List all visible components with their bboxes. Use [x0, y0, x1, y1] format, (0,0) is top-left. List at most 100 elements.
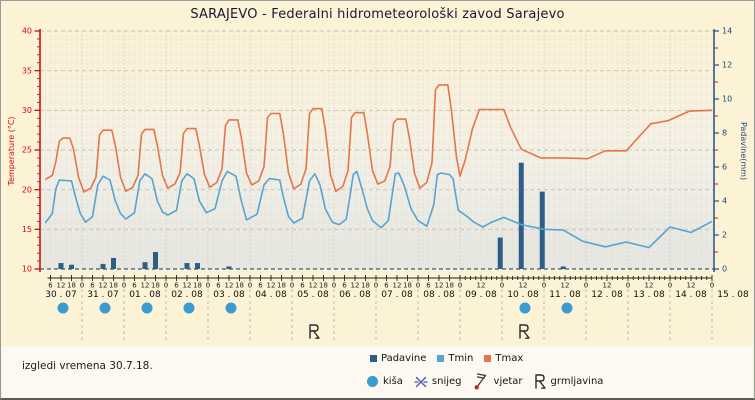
rain-icon: [367, 376, 378, 387]
svg-text:14 . 08: 14 . 08: [675, 290, 707, 300]
legend-label: vjetar: [493, 376, 523, 387]
svg-text:25: 25: [22, 146, 32, 155]
legend-item-tmax: Tmax: [484, 353, 523, 364]
legend-footer-area: izgledi vremena 30.7.18. Padavine Tmin T…: [2, 346, 753, 398]
svg-text:31 . 07: 31 . 07: [87, 290, 119, 300]
svg-text:12: 12: [99, 282, 108, 290]
precip-bars: [58, 162, 566, 269]
svg-text:6: 6: [722, 163, 727, 172]
svg-text:6: 6: [258, 282, 263, 290]
series-legend: Padavine Tmin Tmax: [370, 353, 523, 364]
svg-text:06 . 08: 06 . 08: [339, 290, 371, 300]
temperature-axis: 10 15 20 25 30 35 40 Temperature (°C): [7, 27, 41, 274]
svg-text:6: 6: [342, 282, 347, 290]
svg-text:13 . 08: 13 . 08: [633, 290, 665, 300]
svg-text:14: 14: [722, 27, 732, 36]
tmax-swatch: [484, 355, 492, 362]
svg-text:18: 18: [109, 282, 118, 290]
svg-text:15 . 08: 15 . 08: [717, 290, 749, 300]
footer-note: izgledi vremena 30.7.18.: [22, 360, 153, 372]
svg-text:09 . 08: 09 . 08: [465, 290, 497, 300]
svg-text:12: 12: [687, 282, 696, 290]
legend-item-kisa: kiša: [366, 375, 403, 388]
page-title: SARAJEVO - Federalni hidrometeorološki z…: [190, 7, 565, 22]
svg-text:12: 12: [477, 282, 486, 290]
thunder-icons: [309, 324, 530, 339]
svg-text:6: 6: [384, 282, 389, 290]
svg-text:12: 12: [57, 282, 66, 290]
wind-icon: [474, 373, 486, 390]
legend-item-snijeg: snijeg: [414, 375, 462, 389]
svg-text:12: 12: [722, 61, 732, 70]
padavine-swatch: [370, 355, 377, 362]
svg-text:11 . 08: 11 . 08: [549, 290, 581, 300]
svg-text:08 . 08: 08 . 08: [423, 290, 455, 300]
svg-text:6: 6: [426, 282, 431, 290]
svg-text:12: 12: [351, 282, 360, 290]
legend-item-vjetar: vjetar: [473, 373, 523, 390]
tmin-swatch: [437, 355, 445, 362]
svg-text:40: 40: [22, 27, 32, 36]
svg-text:12: 12: [141, 282, 150, 290]
svg-text:18: 18: [151, 282, 160, 290]
svg-text:12: 12: [183, 282, 192, 290]
legend-item-padavine: Padavine: [370, 353, 426, 364]
svg-text:18: 18: [277, 282, 286, 290]
svg-text:01 . 08: 01 . 08: [129, 290, 161, 300]
svg-text:12 . 08: 12 . 08: [591, 290, 623, 300]
horizontal-gridlines: [40, 30, 714, 262]
svg-text:6: 6: [132, 282, 137, 290]
rain-icons: [57, 302, 573, 314]
svg-text:6: 6: [90, 282, 95, 290]
svg-text:4: 4: [722, 197, 727, 206]
svg-text:6: 6: [216, 282, 221, 290]
svg-text:10: 10: [22, 265, 32, 274]
svg-text:05 . 08: 05 . 08: [297, 290, 329, 300]
svg-text:18: 18: [235, 282, 244, 290]
svg-text:Padavine(mm): Padavine(mm): [739, 122, 748, 180]
thunder-icon: [534, 373, 546, 389]
svg-text:12: 12: [393, 282, 402, 290]
svg-text:18: 18: [193, 282, 202, 290]
svg-text:02 . 08: 02 . 08: [171, 290, 203, 300]
svg-text:12: 12: [225, 282, 234, 290]
svg-text:20: 20: [22, 185, 32, 194]
svg-text:04 . 08: 04 . 08: [255, 290, 287, 300]
svg-text:2: 2: [722, 231, 727, 240]
svg-text:6: 6: [300, 282, 305, 290]
svg-text:12: 12: [435, 282, 444, 290]
svg-text:30: 30: [22, 106, 32, 115]
date-labels: 30 . 07 31 . 07 01 . 08 02 . 08 03 . 08 04 . …: [45, 290, 749, 300]
legend-label: Tmin: [448, 353, 474, 364]
svg-text:10 . 08: 10 . 08: [507, 290, 539, 300]
svg-text:15: 15: [22, 225, 32, 234]
legend-item-tmin: Tmin: [437, 353, 473, 364]
precip-axis: 0 2 4 6 8 10 12 14 Padavine(mm): [713, 27, 748, 274]
symbol-legend: kiša snijeg: [366, 373, 603, 390]
legend-label: kiša: [383, 376, 403, 387]
svg-text:0: 0: [722, 265, 727, 274]
svg-text:03 . 08: 03 . 08: [213, 290, 245, 300]
svg-text:35: 35: [22, 66, 32, 75]
svg-text:18: 18: [319, 282, 328, 290]
svg-text:12: 12: [645, 282, 654, 290]
snow-icon: [414, 376, 428, 387]
svg-text:18: 18: [361, 282, 370, 290]
legend-item-grmljavina: grmljavina: [534, 373, 604, 390]
svg-text:07 . 08: 07 . 08: [381, 290, 413, 300]
svg-text:12: 12: [519, 282, 528, 290]
svg-text:18: 18: [445, 282, 454, 290]
legend-label: Padavine: [381, 353, 427, 364]
tmax-line: [44, 84, 713, 193]
svg-text:12: 12: [309, 282, 318, 290]
svg-text:10: 10: [722, 95, 732, 104]
legend-label: Tmax: [495, 353, 524, 364]
legend-label: grmljavina: [550, 376, 604, 387]
svg-text:18: 18: [403, 282, 412, 290]
svg-text:12: 12: [603, 282, 612, 290]
svg-text:18: 18: [67, 282, 76, 290]
svg-text:6: 6: [48, 282, 53, 290]
legend-label: snijeg: [431, 376, 462, 387]
